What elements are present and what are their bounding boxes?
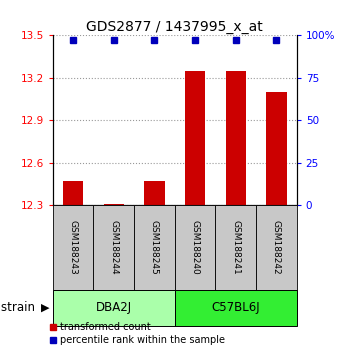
Bar: [225, 71, 246, 205]
Bar: [104, 204, 124, 205]
Text: ▶: ▶: [41, 303, 49, 313]
Text: GSM188243: GSM188243: [69, 221, 78, 275]
Legend: transformed count, percentile rank within the sample: transformed count, percentile rank withi…: [46, 319, 229, 349]
Text: GSM188242: GSM188242: [272, 221, 281, 275]
Bar: [266, 92, 286, 205]
Bar: [175, 290, 297, 326]
Bar: [134, 205, 175, 290]
Title: GDS2877 / 1437995_x_at: GDS2877 / 1437995_x_at: [86, 21, 263, 34]
Bar: [53, 290, 175, 326]
Text: DBA2J: DBA2J: [96, 302, 132, 314]
Bar: [144, 181, 165, 205]
Bar: [175, 205, 216, 290]
Bar: [53, 205, 93, 290]
Text: GSM188240: GSM188240: [191, 221, 199, 275]
Bar: [93, 205, 134, 290]
Bar: [256, 205, 297, 290]
Text: GSM188241: GSM188241: [231, 221, 240, 275]
Text: GSM188245: GSM188245: [150, 221, 159, 275]
Text: strain: strain: [1, 302, 39, 314]
Bar: [185, 71, 205, 205]
Bar: [216, 205, 256, 290]
Bar: [63, 181, 83, 205]
Text: C57BL6J: C57BL6J: [211, 302, 260, 314]
Text: GSM188244: GSM188244: [109, 221, 118, 275]
